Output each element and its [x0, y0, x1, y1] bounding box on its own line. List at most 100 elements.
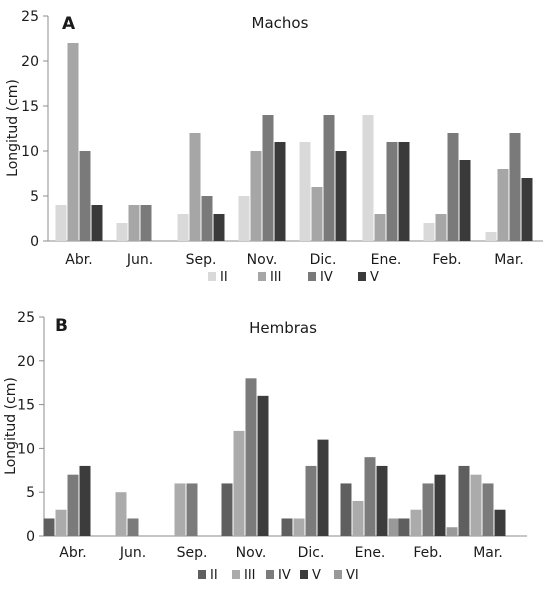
bar-iii-0	[67, 43, 79, 241]
legend-label: V	[312, 568, 321, 583]
chart-title: Hembras	[249, 319, 317, 337]
bar-iv-6	[447, 133, 459, 241]
legend-swatch	[300, 570, 308, 579]
legend-swatch	[358, 272, 366, 281]
bar-vi-6	[446, 527, 458, 536]
bar-v-2	[213, 214, 225, 241]
x-tick-label: Jun.	[126, 252, 153, 268]
legend-label: VI	[346, 568, 359, 583]
bar-ii-4	[299, 142, 311, 241]
bar-v-4	[335, 151, 347, 241]
legend-swatch	[208, 272, 216, 281]
bar-v-3	[257, 395, 269, 536]
x-tick-label: Sep.	[186, 252, 217, 268]
x-tick-label: Nov.	[236, 545, 267, 561]
bar-iii-1	[115, 492, 127, 536]
bar-ii-3	[221, 483, 233, 536]
legend-label: IV	[320, 270, 333, 285]
legend-swatch	[198, 570, 206, 579]
bar-ii-4	[281, 518, 293, 536]
bar-iii-1	[128, 205, 140, 241]
x-tick-label: Ene.	[371, 252, 402, 268]
bar-v-7	[521, 178, 533, 241]
bar-ii-3	[238, 196, 250, 241]
bar-iv-3	[262, 115, 274, 241]
bar-v-6	[434, 474, 446, 536]
legend-swatch	[258, 272, 266, 281]
x-tick-label: Feb.	[432, 252, 461, 268]
y-tick-label: 5	[26, 485, 35, 501]
y-tick-label: 25	[21, 9, 39, 25]
bar-iii-5	[374, 214, 386, 241]
bar-v-5	[376, 465, 388, 536]
bar-ii-0	[43, 518, 55, 536]
x-tick-label: Feb.	[413, 545, 442, 561]
bar-iv-0	[67, 474, 79, 536]
bar-v-6	[459, 160, 471, 241]
bar-v-5	[398, 142, 410, 241]
legend-label: IV	[278, 568, 291, 583]
bar-iv-4	[323, 115, 335, 241]
bar-iv-5	[364, 457, 376, 536]
x-tick-label: Abr.	[59, 545, 86, 561]
bar-iii-7	[497, 169, 509, 241]
bar-iv-4	[305, 465, 317, 536]
bar-ii-5	[340, 483, 352, 536]
legend-label: III	[244, 568, 256, 583]
chart-panel-hembras: B Hembras Longitud (cm) 0 5 10 15 20 25 Abr. Jun. S…	[3, 310, 527, 583]
bar-ii-0	[55, 205, 67, 241]
legend-swatch	[308, 272, 316, 281]
bar-iii-3	[233, 430, 245, 536]
x-tick-label: Dic.	[298, 545, 325, 561]
y-tick-label: 15	[17, 398, 35, 414]
bar-iv-1	[140, 205, 152, 241]
bar-ii-2	[177, 214, 189, 241]
bar-iv-6	[422, 483, 434, 536]
y-tick-label: 20	[17, 354, 35, 370]
y-tick-label: 5	[30, 189, 39, 205]
panel-label: B	[55, 316, 68, 336]
y-tick-label: 20	[21, 54, 39, 70]
bar-iii-4	[311, 187, 323, 241]
y-axis-label: Longitud (cm)	[3, 377, 19, 475]
x-tick-label: Dic.	[310, 252, 337, 268]
x-tick-label: Jun.	[119, 545, 146, 561]
legend-label: III	[270, 270, 282, 285]
bar-iii-5	[352, 500, 364, 536]
x-tick-label: Nov.	[247, 252, 278, 268]
bar-v-4	[317, 439, 329, 536]
legend-swatch	[266, 570, 274, 579]
bar-iv-5	[386, 142, 398, 241]
legend-swatch	[232, 570, 240, 579]
bar-iii-6	[410, 509, 422, 536]
legend-label: V	[370, 270, 379, 285]
bar-iv-2	[186, 483, 198, 536]
x-tick-label: Mar.	[494, 252, 524, 268]
x-tick-label: Ene.	[355, 545, 386, 561]
bar-v-7	[494, 509, 506, 536]
bar-iii-4	[293, 518, 305, 536]
chart-title: Machos	[252, 14, 309, 32]
legend-swatch	[334, 570, 342, 579]
bar-vi-5	[388, 518, 400, 536]
bar-iii-2	[174, 483, 186, 536]
bar-iv-3	[245, 378, 257, 536]
legend-label: II	[210, 568, 218, 583]
bar-iii-2	[189, 133, 201, 241]
bar-ii-5	[362, 115, 374, 241]
legend-label: II	[220, 270, 228, 285]
bar-iii-3	[250, 151, 262, 241]
bar-iv-2	[201, 196, 213, 241]
y-axis-label: Longitud (cm)	[5, 79, 21, 177]
bar-ii-7	[485, 232, 497, 241]
bar-ii-7	[458, 465, 470, 536]
x-tick-label: Sep.	[177, 545, 208, 561]
bar-iii-7	[470, 474, 482, 536]
bar-iv-1	[127, 518, 139, 536]
y-tick-label: 15	[21, 99, 39, 115]
bar-v-0	[79, 465, 91, 536]
bar-iii-6	[435, 214, 447, 241]
bar-v-3	[274, 142, 286, 241]
bar-ii-6	[423, 223, 435, 241]
